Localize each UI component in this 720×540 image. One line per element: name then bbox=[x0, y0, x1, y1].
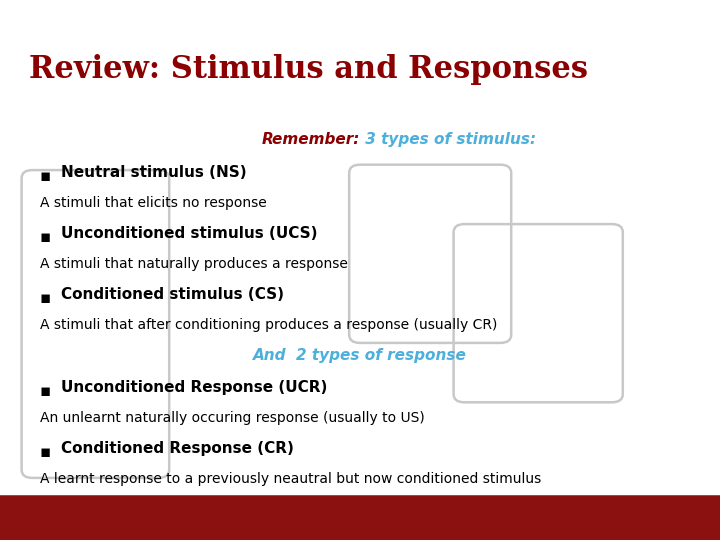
Text: Neutral stimulus (NS): Neutral stimulus (NS) bbox=[61, 165, 247, 180]
Text: 3 types of stimulus:: 3 types of stimulus: bbox=[360, 132, 536, 147]
Text: And  2 types of response: And 2 types of response bbox=[253, 348, 467, 363]
Text: An unlearnt naturally occuring response (usually to US): An unlearnt naturally occuring response … bbox=[40, 411, 424, 426]
Text: ▪: ▪ bbox=[40, 167, 51, 185]
Text: Remember:: Remember: bbox=[261, 132, 360, 147]
Text: Conditioned stimulus (CS): Conditioned stimulus (CS) bbox=[61, 287, 284, 302]
Text: A stimuli that elicits no response: A stimuli that elicits no response bbox=[40, 196, 266, 210]
Text: A stimuli that naturally produces a response: A stimuli that naturally produces a resp… bbox=[40, 257, 348, 271]
Text: ▪: ▪ bbox=[40, 228, 51, 246]
Text: A learnt response to a previously neautral but now conditioned stimulus: A learnt response to a previously neautr… bbox=[40, 472, 541, 487]
Text: ▪: ▪ bbox=[40, 443, 51, 461]
Text: A stimuli that after conditioning produces a response (usually CR): A stimuli that after conditioning produc… bbox=[40, 318, 497, 332]
Text: Unconditioned Response (UCR): Unconditioned Response (UCR) bbox=[61, 380, 328, 395]
Text: Conditioned Response (CR): Conditioned Response (CR) bbox=[61, 441, 294, 456]
Text: ▪: ▪ bbox=[40, 382, 51, 400]
FancyBboxPatch shape bbox=[0, 493, 720, 540]
Text: Unconditioned stimulus (UCS): Unconditioned stimulus (UCS) bbox=[61, 226, 318, 241]
Text: ▪: ▪ bbox=[40, 289, 51, 307]
Text: Review: Stimulus and Responses: Review: Stimulus and Responses bbox=[29, 54, 588, 85]
